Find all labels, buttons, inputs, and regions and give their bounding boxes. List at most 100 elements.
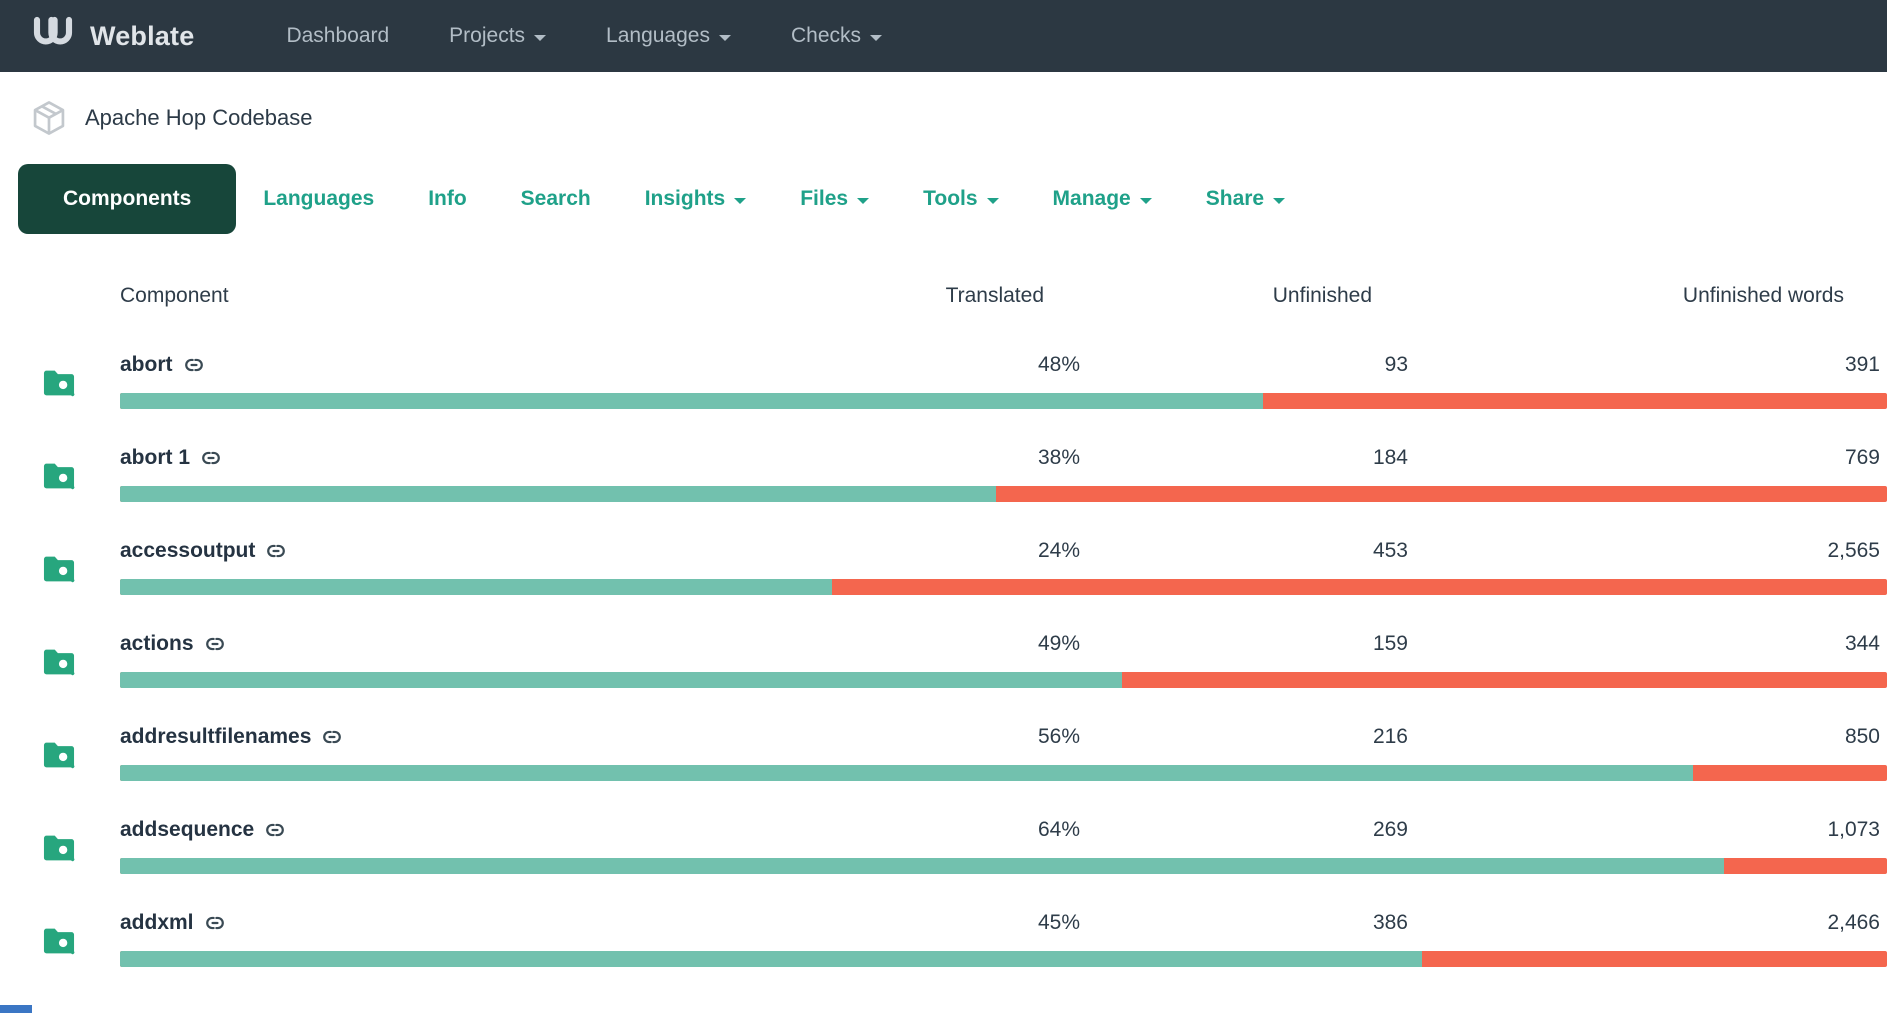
unfinished-cell: 216 — [1372, 725, 1408, 748]
permalink-icon[interactable] — [204, 633, 226, 655]
tab-languages[interactable]: Languages — [236, 164, 401, 234]
browse-component-button[interactable] — [40, 908, 120, 967]
nav-item-checks[interactable]: Checks — [761, 14, 912, 58]
unfinished-words-cell: 344 — [1844, 632, 1880, 655]
translation-progress-bar — [120, 579, 1887, 595]
unfinished-cell: 453 — [1372, 539, 1408, 562]
header-component: Component — [120, 284, 229, 307]
caret-down-icon — [870, 34, 882, 41]
nav-item-label: Languages — [606, 24, 710, 47]
tab-info[interactable]: Info — [401, 164, 493, 234]
component-name-link[interactable]: accessoutput — [120, 539, 256, 562]
progress-translated-segment — [120, 951, 1423, 967]
unfinished-cell: 184 — [1372, 446, 1408, 469]
header-translated: Translated — [945, 284, 1044, 307]
folder-search-icon — [43, 835, 75, 861]
brand-title: Weblate — [90, 20, 195, 51]
component-name-cell: actions — [120, 629, 880, 659]
permalink-icon[interactable] — [264, 819, 286, 841]
breadcrumb-project-link[interactable]: Apache Hop Codebase — [85, 105, 313, 130]
browse-component-button[interactable] — [40, 350, 120, 409]
browse-component-button[interactable] — [40, 722, 120, 781]
translated-cell: 38% — [1037, 446, 1080, 469]
progress-translated-segment — [120, 579, 833, 595]
folder-search-icon — [43, 556, 75, 582]
tab-tools[interactable]: Tools — [896, 164, 1025, 234]
unfinished-cell: 386 — [1372, 911, 1408, 934]
tab-bar: Components Languages Info Search Insight… — [18, 164, 1887, 234]
permalink-icon[interactable] — [321, 726, 343, 748]
component-name-link[interactable]: addresultfilenames — [120, 725, 312, 748]
browse-component-button[interactable] — [40, 536, 120, 595]
caret-down-icon — [1273, 197, 1286, 204]
brand[interactable]: Weblate — [30, 16, 194, 56]
browse-component-button[interactable] — [40, 443, 120, 502]
tab-label: Manage — [1052, 187, 1131, 210]
translated-cell: 49% — [1037, 632, 1080, 655]
tab-label: Languages — [263, 187, 375, 210]
translation-progress-bar — [120, 858, 1887, 874]
tab-manage[interactable]: Manage — [1026, 164, 1179, 234]
unfinished-cell: 159 — [1372, 632, 1408, 655]
tab-label: Share — [1205, 187, 1265, 210]
translated-cell: 48% — [1037, 353, 1080, 376]
nav-item-languages[interactable]: Languages — [576, 14, 761, 58]
component-name-cell: addresultfilenames — [120, 722, 880, 752]
project-package-icon — [30, 99, 68, 137]
tab-share[interactable]: Share — [1179, 164, 1312, 234]
unfinished-cell: 93 — [1384, 353, 1408, 376]
tab-label: Insights — [644, 187, 726, 210]
progress-translated-segment — [120, 765, 1693, 781]
translation-progress-bar — [120, 486, 1887, 502]
header-unfinished-words: Unfinished words — [1682, 284, 1844, 307]
component-row: addsequence 64% 269 1,073 — [40, 815, 1887, 874]
tab-insights[interactable]: Insights — [618, 164, 774, 234]
component-row: accessoutput 24% 453 2,565 — [40, 536, 1887, 595]
unfinished-words-cell: 391 — [1844, 353, 1880, 376]
tab-label: Tools — [923, 187, 978, 210]
header-unfinished: Unfinished — [1272, 284, 1372, 307]
caret-down-icon — [857, 197, 870, 204]
translated-cell: 45% — [1037, 911, 1080, 934]
permalink-icon[interactable] — [204, 912, 226, 934]
translation-progress-bar — [120, 765, 1887, 781]
caret-down-icon — [718, 34, 731, 41]
component-name-link[interactable]: addsequence — [120, 818, 255, 841]
tab-search[interactable]: Search — [494, 164, 618, 234]
unfinished-words-cell: 769 — [1844, 446, 1880, 469]
nav-items: Dashboard Projects Languages Checks — [256, 14, 912, 58]
caret-down-icon — [534, 34, 547, 41]
nav-item-projects[interactable]: Projects — [419, 14, 576, 58]
translated-cell: 64% — [1037, 818, 1080, 841]
browse-component-button[interactable] — [40, 815, 120, 874]
translation-progress-bar — [120, 393, 1887, 409]
partially-visible-element — [0, 1005, 32, 1013]
nav-item-dashboard[interactable]: Dashboard — [256, 14, 419, 58]
translation-progress-bar — [120, 672, 1887, 688]
folder-search-icon — [43, 370, 75, 396]
component-row: addxml 45% 386 2,466 — [40, 908, 1887, 967]
permalink-icon[interactable] — [265, 540, 287, 562]
unfinished-cell: 269 — [1372, 818, 1408, 841]
folder-search-icon — [43, 649, 75, 675]
component-name-link[interactable]: addxml — [120, 911, 194, 934]
permalink-icon[interactable] — [183, 354, 205, 376]
folder-search-icon — [43, 928, 75, 954]
navbar: Weblate Dashboard Projects Languages Che… — [0, 0, 1887, 72]
permalink-icon[interactable] — [200, 447, 222, 469]
table-header-row: Component Translated Unfinished Unfinish… — [40, 284, 1887, 308]
progress-translated-segment — [120, 393, 1264, 409]
component-name-link[interactable]: abort 1 — [120, 446, 191, 469]
tab-files[interactable]: Files — [773, 164, 896, 234]
component-name-cell: abort 1 — [120, 443, 880, 473]
component-row: abort 1 38% 184 769 — [40, 443, 1887, 502]
weblate-logo-icon — [30, 16, 76, 56]
tab-components[interactable]: Components — [18, 164, 237, 234]
component-name-link[interactable]: abort — [120, 353, 173, 376]
component-name-link[interactable]: actions — [120, 632, 194, 655]
browse-component-button[interactable] — [40, 629, 120, 688]
tab-label: Components — [63, 187, 192, 210]
tab-label: Files — [800, 187, 849, 210]
component-name-cell: addxml — [120, 908, 880, 938]
